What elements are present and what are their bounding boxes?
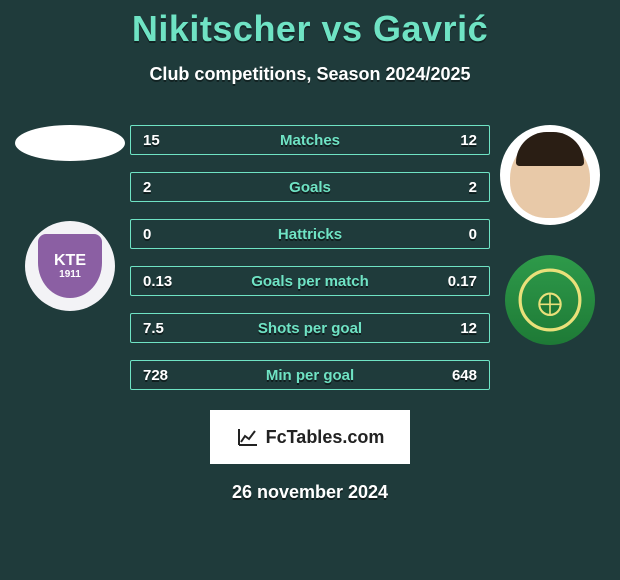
club-badge-right (505, 255, 595, 345)
main-row: KTE 1911 15 Matches 12 2 Goals 2 0 Hattricks 0 0.… (0, 125, 620, 390)
brand-box[interactable]: FcTables.com (210, 410, 410, 464)
comparison-date: 26 november 2024 (0, 482, 620, 503)
stat-right-value: 12 (437, 132, 477, 149)
stat-label: Goals per match (251, 273, 369, 290)
stat-right-value: 0.17 (437, 273, 477, 290)
stat-row: 2 Goals 2 (130, 172, 490, 202)
club-badge-left-year: 1911 (54, 269, 86, 280)
stat-row: 728 Min per goal 648 (130, 360, 490, 390)
stat-row: 7.5 Shots per goal 12 (130, 313, 490, 343)
right-column (490, 125, 610, 345)
stat-left-value: 7.5 (143, 320, 183, 337)
page-subtitle: Club competitions, Season 2024/2025 (0, 64, 620, 85)
club-badge-right-icon (518, 268, 582, 332)
player-left-photo (15, 125, 125, 161)
stat-left-value: 0 (143, 226, 183, 243)
stat-label: Matches (280, 132, 340, 149)
stat-row: 0 Hattricks 0 (130, 219, 490, 249)
stats-column: 15 Matches 12 2 Goals 2 0 Hattricks 0 0.13 Goals p… (130, 125, 490, 390)
stat-right-value: 2 (437, 179, 477, 196)
stat-right-value: 12 (437, 320, 477, 337)
page-title: Nikitscher vs Gavrić (0, 8, 620, 50)
comparison-card: Nikitscher vs Gavrić Club competitions, … (0, 0, 620, 580)
stat-right-value: 648 (437, 367, 477, 384)
club-badge-left-shield: KTE 1911 (38, 234, 102, 298)
stat-left-value: 2 (143, 179, 183, 196)
stat-label: Min per goal (266, 367, 354, 384)
player-right-face (510, 138, 590, 218)
stat-row: 15 Matches 12 (130, 125, 490, 155)
stat-left-value: 728 (143, 367, 183, 384)
brand-label: FcTables.com (266, 427, 385, 448)
stat-right-value: 0 (437, 226, 477, 243)
stat-label: Shots per goal (258, 320, 362, 337)
club-badge-left: KTE 1911 (25, 221, 115, 311)
stat-row: 0.13 Goals per match 0.17 (130, 266, 490, 296)
stat-left-value: 15 (143, 132, 183, 149)
player-right-photo (500, 125, 600, 225)
stat-label: Hattricks (278, 226, 342, 243)
stat-left-value: 0.13 (143, 273, 183, 290)
brand-chart-icon (236, 425, 260, 449)
club-badge-left-label: KTE (54, 252, 86, 270)
stat-label: Goals (289, 179, 331, 196)
left-column: KTE 1911 (10, 125, 130, 311)
